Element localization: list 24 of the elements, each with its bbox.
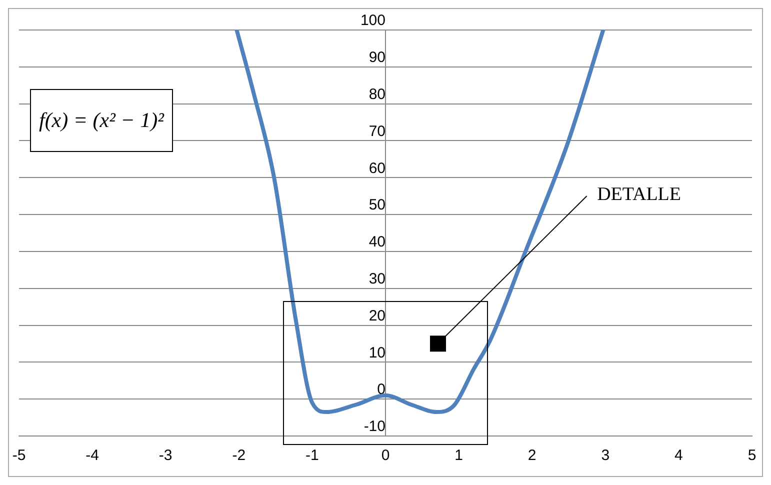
y-tick-label: 90	[368, 49, 386, 66]
x-tick-label: -2	[232, 447, 246, 464]
y-tick-label: 30	[368, 270, 386, 288]
y-tick-label: 0	[377, 381, 386, 398]
x-tick-label: 4	[674, 447, 683, 464]
x-tick-label: -4	[86, 447, 99, 464]
annotation: f(x) = (x² − 1)²	[30, 89, 173, 152]
y-tick-label: 20	[368, 307, 386, 324]
x-tick-label: 1	[454, 447, 463, 464]
annotation: DETALLE	[597, 184, 682, 206]
x-tick-label: 3	[601, 447, 610, 464]
x-tick-label: -3	[158, 447, 172, 464]
y-tick-label: 10	[368, 344, 386, 362]
y-tick-label: 50	[368, 196, 386, 214]
y-tick-label: 100	[360, 12, 386, 30]
y-tick-label: -10	[364, 418, 386, 436]
x-tick-label: 2	[528, 447, 536, 464]
y-tick-label: 40	[368, 234, 386, 251]
y-tick-label: 80	[368, 86, 386, 103]
x-tick-label: -1	[306, 447, 319, 464]
y-tick-label: 70	[368, 122, 386, 140]
y-tick-label: 60	[368, 160, 386, 177]
x-tick-label: 5	[748, 447, 756, 464]
x-tick-label: -5	[12, 447, 26, 464]
